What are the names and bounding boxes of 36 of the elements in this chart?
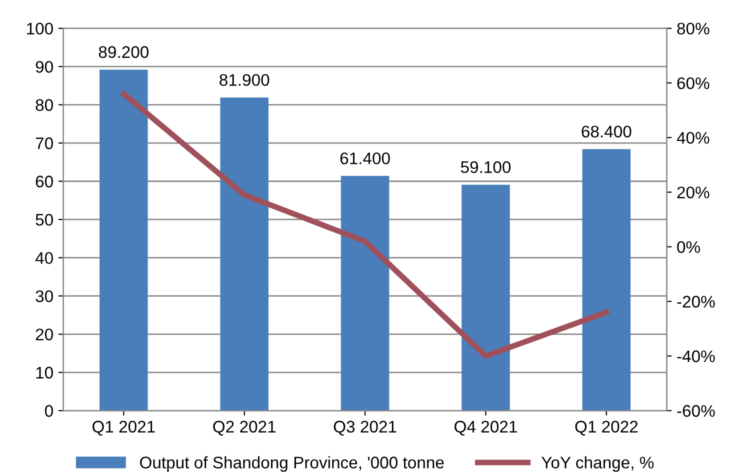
y-tick-label: 10: [36, 366, 53, 379]
bar: [100, 70, 148, 411]
y2-tick-label: 20%: [677, 186, 710, 198]
y2-tick-label: -60%: [677, 405, 715, 417]
x-tick-label: Q4 2021: [454, 420, 517, 436]
x-tick-label: Q2 2021: [213, 420, 276, 436]
y-tick-label: 20: [36, 328, 53, 340]
y-tick-label: 60: [36, 176, 53, 188]
y-tick-label: 80: [36, 99, 53, 111]
bar: [582, 149, 631, 411]
data-label: 89.200: [98, 46, 149, 58]
y2-tick-label: 80%: [677, 22, 710, 35]
bar: [462, 184, 510, 411]
y2-tick-label: 40%: [676, 132, 710, 144]
legend-label: YoY change, %: [541, 456, 654, 472]
x-tick-label: Q1 2022: [575, 420, 638, 436]
data-label: 61.400: [340, 152, 390, 164]
y2-tick-label: -40%: [677, 350, 715, 362]
y-tick-label: 100: [27, 22, 53, 35]
x-tick-label: Q3 2021: [334, 420, 396, 436]
bar: [220, 98, 268, 411]
y-tick-label: 50: [36, 214, 53, 226]
data-label: 81.900: [220, 74, 270, 86]
x-tick-label: Q1 2021: [92, 420, 155, 436]
y2-tick-label: 0%: [677, 241, 700, 253]
bar: [340, 176, 390, 411]
y-tick-label: 70: [36, 137, 53, 150]
data-label: 59.100: [460, 161, 511, 174]
y-tick-label: 90: [36, 60, 53, 73]
y2-tick-label: -20%: [677, 296, 715, 308]
data-label: 68.400: [582, 126, 632, 138]
y-tick-label: 0: [44, 405, 53, 417]
legend-label: Output of Shandong Province, '000 tonne: [140, 456, 444, 472]
y-tick-label: 30: [36, 290, 53, 302]
y-tick-label: 40: [35, 252, 53, 264]
y2-tick-label: 60%: [677, 77, 710, 90]
